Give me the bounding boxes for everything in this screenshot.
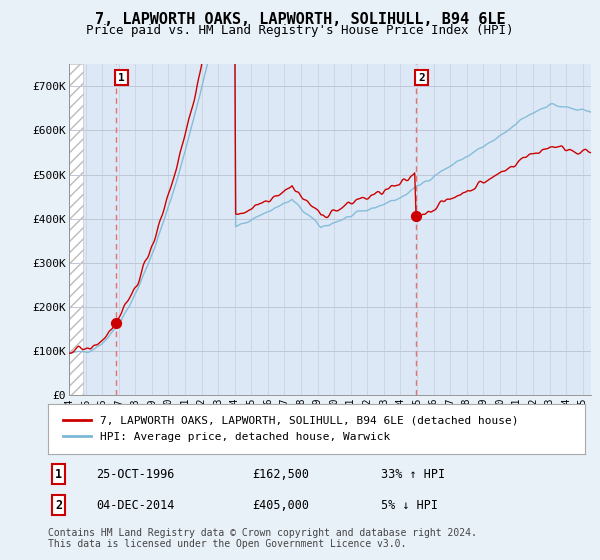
- Text: 33% ↑ HPI: 33% ↑ HPI: [381, 468, 445, 480]
- Point: [111, 319, 121, 328]
- Text: Contains HM Land Registry data © Crown copyright and database right 2024.
This d: Contains HM Land Registry data © Crown c…: [48, 528, 477, 549]
- Text: £162,500: £162,500: [252, 468, 309, 480]
- Text: 25-OCT-1996: 25-OCT-1996: [97, 468, 175, 480]
- Text: 7, LAPWORTH OAKS, LAPWORTH, SOLIHULL, B94 6LE: 7, LAPWORTH OAKS, LAPWORTH, SOLIHULL, B9…: [95, 12, 505, 27]
- Bar: [69, 64, 83, 395]
- Point: [411, 212, 421, 221]
- Text: 1: 1: [118, 73, 125, 83]
- Text: 2: 2: [418, 73, 425, 83]
- Legend: 7, LAPWORTH OAKS, LAPWORTH, SOLIHULL, B94 6LE (detached house), HPI: Average pri: 7, LAPWORTH OAKS, LAPWORTH, SOLIHULL, B9…: [59, 412, 523, 446]
- Text: 1: 1: [55, 468, 62, 480]
- Text: 04-DEC-2014: 04-DEC-2014: [97, 498, 175, 512]
- Text: 2: 2: [55, 498, 62, 512]
- Text: 5% ↓ HPI: 5% ↓ HPI: [381, 498, 438, 512]
- Text: Price paid vs. HM Land Registry's House Price Index (HPI): Price paid vs. HM Land Registry's House …: [86, 24, 514, 37]
- Text: £405,000: £405,000: [252, 498, 309, 512]
